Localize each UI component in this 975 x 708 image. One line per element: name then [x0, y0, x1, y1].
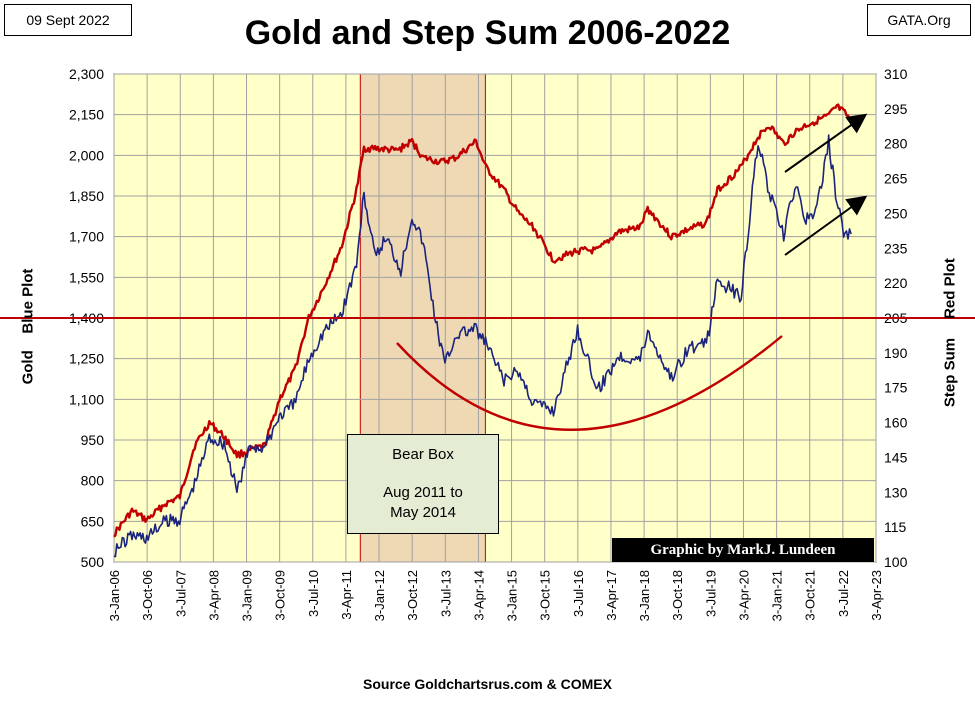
- x-tick-label: 3-Apr-08: [206, 570, 221, 621]
- x-tick-label: 3-Apr-17: [604, 570, 619, 621]
- x-tick-label: 3-Jul-16: [571, 570, 586, 617]
- y-left-tick-label: 1,850: [69, 188, 104, 204]
- y-left-tick-label: 650: [81, 513, 105, 529]
- y-axis-left-label: Gold Blue Plot: [19, 268, 37, 385]
- x-tick-label: 3-Oct-18: [670, 570, 685, 621]
- y-right-tick-label: 295: [884, 101, 908, 117]
- y-right-tick-label: 265: [884, 171, 908, 187]
- x-tick-label: 3-Jul-07: [173, 570, 188, 617]
- y-right-tick-label: 220: [884, 275, 908, 291]
- date-label: 09 Sept 2022: [4, 4, 132, 36]
- site-label: GATA.Org: [867, 4, 971, 36]
- x-tick-label: 3-Apr-20: [736, 570, 751, 621]
- step-sum-series-line: [113, 103, 853, 538]
- x-tick-label: 3-Jul-10: [306, 570, 321, 617]
- x-tick-label: 3-Oct-21: [803, 570, 818, 621]
- y-right-tick-label: 160: [884, 415, 908, 431]
- bear-box-annotation: Bear Box Aug 2011 to May 2014: [347, 434, 499, 534]
- y-left-tick-label: 1,100: [69, 391, 104, 407]
- y-right-tick-label: 190: [884, 345, 908, 361]
- chart-title: Gold and Step Sum 2006-2022: [244, 14, 731, 52]
- x-tick-label: 3-Jul-13: [438, 570, 453, 617]
- x-tick-label: 3-Jul-19: [703, 570, 718, 617]
- x-tick-label: 3-Jan-12: [372, 570, 387, 621]
- y-left-tick-label: 950: [81, 432, 105, 448]
- source-label: Source Goldchartsrus.com & COMEX: [363, 676, 612, 692]
- y-right-tick-label: 100: [884, 554, 908, 570]
- y-right-tick-label: 130: [884, 484, 908, 500]
- y-right-tick-label: 175: [884, 380, 908, 396]
- y-left-tick-label: 1,700: [69, 229, 104, 245]
- x-tick-label: 3-Apr-23: [869, 570, 884, 621]
- y-right-tick-label: 235: [884, 240, 908, 256]
- x-tick-label: 3-Oct-12: [405, 570, 420, 621]
- y-left-tick-label: 2,300: [69, 66, 104, 82]
- x-tick-label: 3-Oct-06: [140, 570, 155, 621]
- y-left-tick-label: 2,150: [69, 107, 104, 123]
- y-right-tick-label: 280: [884, 136, 908, 152]
- y-left-tick-label: 500: [81, 554, 105, 570]
- cup-annotation-curve: [396, 335, 783, 431]
- x-tick-label: 3-Apr-11: [339, 570, 354, 620]
- x-tick-label: 3-Apr-14: [471, 570, 486, 621]
- x-tick-label: 3-Jul-22: [836, 570, 851, 617]
- x-tick-label: 3-Jan-18: [637, 570, 652, 621]
- y-right-tick-label: 145: [884, 449, 908, 465]
- y-right-tick-label: 115: [884, 519, 907, 535]
- x-tick-label: 3-Jan-09: [240, 570, 255, 621]
- x-tick-label: 3-Jan-21: [770, 570, 785, 621]
- bear-box-line-1: Bear Box: [392, 446, 454, 463]
- y-axis-right-label-2: Step Sum: [941, 337, 959, 408]
- y-right-tick-label: 250: [884, 205, 908, 221]
- y-right-tick-label: 310: [884, 66, 908, 82]
- trend-arrow-lower: [784, 195, 868, 256]
- x-tick-label: 3-Jan-06: [107, 570, 122, 621]
- y-left-tick-label: 1,550: [69, 269, 104, 285]
- y-left-tick-label: 1,250: [69, 351, 104, 367]
- y-left-tick-label: 800: [81, 473, 105, 489]
- y-left-tick-label: 2,000: [69, 147, 104, 163]
- credit-label: Graphic by MarkJ. Lundeen: [612, 538, 874, 562]
- gold-series-line: [113, 134, 852, 558]
- x-tick-label: 3-Oct-09: [273, 570, 288, 621]
- trend-arrow-upper: [784, 113, 868, 173]
- x-tick-label: 3-Jan-15: [505, 570, 520, 621]
- x-tick-label: 3-Oct-15: [538, 570, 553, 621]
- bear-box-line-3: May 2014: [390, 504, 456, 521]
- bear-box-line-2: Aug 2011 to: [383, 484, 463, 501]
